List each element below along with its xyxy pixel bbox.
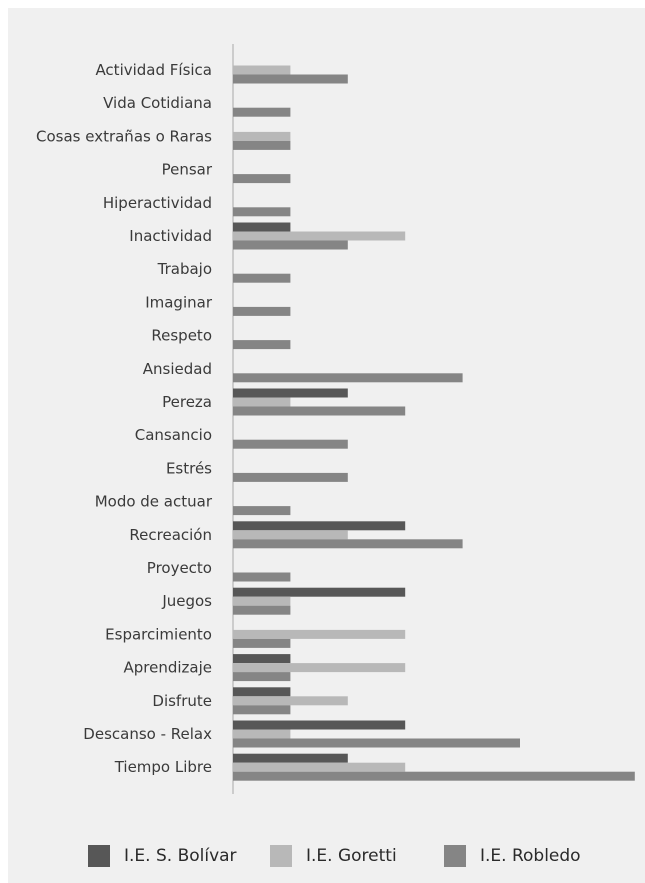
bar-respeto-i-e-robledo (233, 340, 291, 350)
bar-pensar-i-e-robledo (233, 174, 291, 184)
bar-pereza-i-e-robledo (233, 406, 406, 416)
category-label-disfrute: Disfrute (152, 692, 212, 710)
category-label-ansiedad: Ansiedad (143, 360, 212, 378)
bar-inactividad-i-e-robledo (233, 240, 348, 250)
legend-item-goretti: I.E. Goretti (270, 836, 397, 876)
legend-item-robledo: I.E. Robledo (444, 836, 581, 876)
bar-tiempo-libre-i-e-robledo (233, 771, 635, 781)
bar-disfrute-i-e-s-bolivar (233, 687, 291, 697)
bar-chart: Actividad Física Vida Cotidiana Cosas extr… (36, 44, 635, 794)
category-label-pereza: Pereza (162, 393, 212, 411)
category-label-juegos: Juegos (161, 592, 212, 610)
bar-cosas-extranas-o-raras-i-e-robledo (233, 140, 291, 150)
bar-proyecto-i-e-robledo (233, 572, 291, 582)
bar-inactividad-i-e-s-bolivar (233, 222, 291, 232)
bar-hiperactividad-i-e-robledo (233, 207, 291, 217)
category-label-inactividad: Inactividad (129, 227, 212, 245)
legend-swatch-bolivar (88, 845, 110, 867)
category-label-cansancio: Cansancio (135, 426, 212, 444)
category-label-respeto: Respeto (151, 327, 212, 345)
category-label-pensar: Pensar (162, 161, 213, 179)
category-label-descanso-relax: Descanso - Relax (83, 725, 212, 743)
category-label-recreacion: Recreación (129, 526, 212, 544)
bar-tiempo-libre-i-e-s-bolivar (233, 753, 348, 763)
bar-actividad-fisica-i-e-robledo (233, 74, 348, 84)
bar-actividad-fisica-i-e-goretti (233, 65, 291, 75)
bar-recreacion-i-e-robledo (233, 539, 463, 549)
category-label-imaginar: Imaginar (145, 293, 213, 311)
bar-imaginar-i-e-robledo (233, 306, 291, 316)
category-label-estres: Estrés (166, 459, 212, 477)
category-label-trabajo: Trabajo (157, 260, 212, 278)
bar-recreacion-i-e-s-bolivar (233, 521, 406, 531)
legend-label-bolivar: I.E. S. Bolívar (124, 846, 237, 866)
category-label-aprendizaje: Aprendizaje (123, 659, 212, 677)
bar-juegos-i-e-robledo (233, 605, 291, 615)
category-label-proyecto: Proyecto (147, 559, 212, 577)
legend-swatch-robledo (444, 845, 466, 867)
bar-aprendizaje-i-e-robledo (233, 672, 291, 682)
bar-recreacion-i-e-goretti (233, 530, 348, 540)
category-label-vida-cotidiana: Vida Cotidiana (103, 94, 212, 112)
bar-modo-de-actuar-i-e-robledo (233, 506, 291, 516)
bar-cansancio-i-e-robledo (233, 439, 348, 449)
chart-panel: Actividad Física Vida Cotidiana Cosas extr… (8, 8, 645, 883)
bar-vida-cotidiana-i-e-robledo (233, 107, 291, 117)
bar-aprendizaje-i-e-goretti (233, 663, 406, 673)
category-label-modo-de-actuar: Modo de actuar (95, 493, 213, 511)
bar-esparcimiento-i-e-goretti (233, 629, 406, 639)
category-label-esparcimiento: Esparcimiento (105, 625, 212, 643)
bar-descanso-relax-i-e-s-bolivar (233, 720, 406, 730)
legend-label-goretti: I.E. Goretti (306, 846, 397, 866)
bar-juegos-i-e-goretti (233, 596, 291, 606)
bar-inactividad-i-e-goretti (233, 231, 406, 241)
category-label-cosas-extranas-o-raras: Cosas extrañas o Raras (36, 127, 212, 145)
bar-tiempo-libre-i-e-goretti (233, 762, 406, 772)
bar-descanso-relax-i-e-goretti (233, 729, 291, 739)
bar-trabajo-i-e-robledo (233, 273, 291, 283)
bar-pereza-i-e-s-bolivar (233, 388, 348, 398)
bar-pereza-i-e-goretti (233, 397, 291, 407)
legend-label-robledo: I.E. Robledo (480, 846, 581, 866)
bar-aprendizaje-i-e-s-bolivar (233, 654, 291, 664)
bar-disfrute-i-e-robledo (233, 705, 291, 715)
legend: I.E. S. Bolívar I.E. Goretti I.E. Robled… (8, 836, 645, 876)
category-label-tiempo-libre: Tiempo Libre (114, 758, 212, 776)
bar-ansiedad-i-e-robledo (233, 373, 463, 383)
bar-disfrute-i-e-goretti (233, 696, 348, 706)
bar-juegos-i-e-s-bolivar (233, 587, 406, 597)
category-label-actividad-fisica: Actividad Física (95, 61, 212, 79)
bar-descanso-relax-i-e-robledo (233, 738, 520, 748)
bar-estres-i-e-robledo (233, 472, 348, 482)
legend-swatch-goretti (270, 845, 292, 867)
bar-esparcimiento-i-e-robledo (233, 638, 291, 648)
bar-cosas-extranas-o-raras-i-e-goretti (233, 131, 291, 141)
legend-item-bolivar: I.E. S. Bolívar (88, 836, 237, 876)
category-label-hiperactividad: Hiperactividad (103, 194, 212, 212)
